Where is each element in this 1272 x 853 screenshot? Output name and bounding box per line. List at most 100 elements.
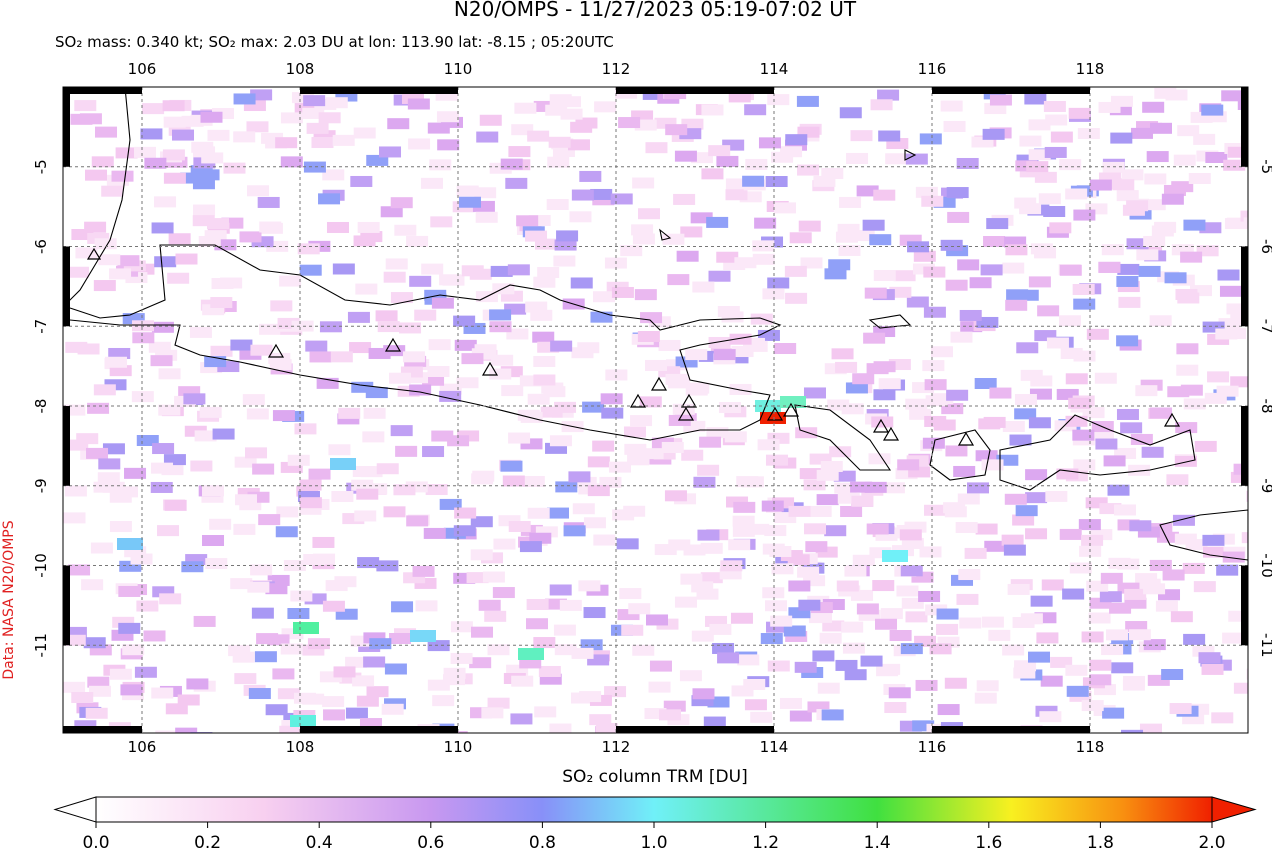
so2-cell [989, 94, 1012, 106]
so2-cell [342, 513, 365, 525]
so2-cell [276, 506, 299, 518]
so2-cell [1034, 171, 1057, 183]
so2-cell [548, 136, 571, 148]
so2-cell [1202, 546, 1225, 558]
so2-cell [795, 427, 818, 439]
so2-cell [453, 315, 476, 327]
so2-cell [587, 456, 610, 468]
so2-cell [1088, 612, 1111, 624]
so2-cell [691, 581, 714, 593]
so2-cell [624, 443, 647, 455]
so2-cell [800, 257, 823, 269]
so2-cell [1147, 674, 1170, 686]
so2-cell [98, 458, 121, 470]
so2-cell [1030, 595, 1053, 607]
so2-cell [500, 290, 523, 302]
so2-cell [350, 635, 373, 647]
so2-cell [885, 153, 908, 165]
so2-cell [520, 524, 543, 536]
so2-cell [1204, 392, 1227, 404]
so2-cell [420, 177, 443, 189]
so2-cell [461, 265, 484, 277]
so2-cell [1109, 602, 1132, 614]
so2-cell [1025, 469, 1048, 481]
so2-cell [821, 168, 844, 180]
so2-cell [905, 153, 928, 165]
so2-cell [675, 356, 698, 368]
so2-cell [93, 280, 116, 292]
so2-cell [1227, 146, 1248, 158]
so2-cell [1100, 572, 1123, 584]
so2-cell [560, 108, 583, 120]
so2-cell [895, 468, 918, 480]
so2-cell [1226, 217, 1248, 229]
so2-cell [1098, 172, 1121, 184]
so2-cell [159, 593, 182, 605]
lon-tick-label: 116 [918, 738, 947, 756]
so2-cell [1124, 597, 1147, 609]
so2-cell [323, 709, 346, 721]
so2-cell [878, 130, 901, 142]
so2-cell [1182, 562, 1205, 574]
so2-cell [94, 238, 117, 250]
so2-cell [1215, 328, 1238, 340]
so2-cell [366, 686, 389, 698]
so2-cell [291, 92, 314, 104]
so2-cell [667, 377, 690, 389]
so2-cell [1045, 114, 1068, 126]
so2-cell [813, 175, 836, 187]
so2-cell [1045, 490, 1068, 502]
so2-cell [982, 128, 1005, 140]
so2-cell [623, 505, 646, 517]
so2-cell [956, 157, 979, 169]
so2-cell [692, 688, 715, 700]
so2-cell [1019, 135, 1042, 147]
so2-cell [470, 707, 493, 719]
so2-cell [742, 337, 765, 349]
so2-cell [158, 404, 181, 416]
so2-cell [836, 580, 859, 592]
so2-cell [841, 621, 864, 633]
so2-cell [294, 423, 317, 435]
so2-cell [803, 575, 826, 587]
so2-cell [95, 126, 118, 138]
so2-cell [117, 538, 143, 550]
so2-cell [357, 557, 380, 569]
so2-cell [866, 523, 889, 535]
so2-cell [345, 656, 368, 668]
so2-cell [1039, 711, 1062, 723]
lat-tick-label: -6 [1258, 239, 1272, 254]
so2-cell [593, 534, 616, 546]
so2-cell [414, 309, 437, 321]
so2-cell [209, 518, 232, 530]
so2-cell [783, 625, 806, 637]
so2-cell [151, 222, 174, 234]
so2-cell [98, 254, 121, 266]
so2-cell [946, 389, 969, 401]
so2-cell [911, 571, 934, 583]
so2-cell [74, 720, 97, 732]
so2-cell [798, 599, 821, 611]
so2-cell [109, 491, 132, 503]
so2-cell [1065, 373, 1088, 385]
so2-cell [365, 387, 388, 399]
so2-cell [270, 300, 293, 312]
so2-cell [762, 288, 785, 300]
border-bar [616, 726, 774, 733]
so2-cell [1114, 504, 1137, 516]
so2-cell [923, 504, 946, 516]
so2-cell [672, 403, 695, 415]
lat-tick-label: -10 [32, 553, 50, 578]
so2-cell [454, 507, 477, 519]
so2-cell [190, 460, 213, 472]
so2-cell [873, 389, 896, 401]
so2-cell [1007, 583, 1030, 595]
so2-cell [1204, 111, 1227, 123]
colorbar-over [1211, 796, 1257, 823]
so2-cell [1082, 407, 1105, 419]
so2-cell [1246, 668, 1248, 680]
so2-cell [700, 572, 723, 584]
so2-cell [816, 469, 839, 481]
so2-cell [93, 384, 116, 396]
so2-cell [111, 629, 134, 641]
